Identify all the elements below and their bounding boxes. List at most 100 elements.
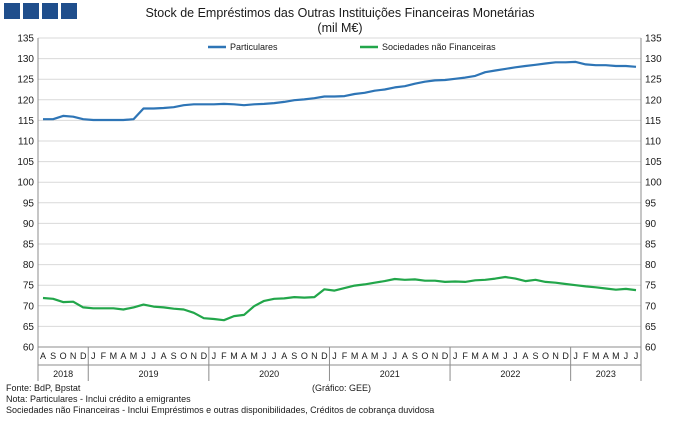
x-tick-label-year: 2018 — [53, 369, 73, 379]
x-tick-label-month: N — [432, 351, 439, 361]
x-tick-label-month: A — [120, 351, 126, 361]
y-tick-label-right: 110 — [645, 137, 661, 148]
x-tick-label-month: F — [342, 351, 348, 361]
x-tick-label-month: A — [522, 351, 528, 361]
x-tick-label-year: 2022 — [500, 369, 520, 379]
y-tick-label-left: 115 — [18, 116, 34, 127]
x-tick-label-month: S — [291, 351, 297, 361]
logo-block — [23, 3, 39, 19]
x-tick-label-month: A — [40, 351, 46, 361]
y-tick-label-right: 85 — [645, 240, 657, 251]
y-tick-label-left: 70 — [23, 301, 35, 312]
source-note: Fonte: BdP, Bpstat — [6, 383, 81, 393]
logo-block — [4, 3, 20, 19]
legend-label: Sociedades não Financeiras — [382, 42, 496, 52]
x-tick-label-month: F — [101, 351, 107, 361]
y-tick-label-left: 90 — [23, 219, 35, 230]
y-tick-label-left: 135 — [17, 34, 34, 45]
y-tick-label-right: 70 — [645, 301, 657, 312]
x-tick-label-month: A — [482, 351, 488, 361]
y-tick-label-left: 85 — [23, 240, 35, 251]
x-tick-label-month: S — [171, 351, 177, 361]
x-tick-label-month: A — [281, 351, 287, 361]
x-tick-label-month: N — [191, 351, 198, 361]
x-tick-label-month: J — [272, 351, 277, 361]
y-tick-label-right: 125 — [645, 75, 662, 86]
x-tick-label-month: J — [393, 351, 398, 361]
y-tick-label-left: 80 — [23, 260, 35, 271]
x-tick-label-month: A — [362, 351, 368, 361]
y-tick-label-left: 95 — [23, 198, 35, 209]
gee-logo — [4, 3, 77, 19]
x-tick-label-month: M — [371, 351, 379, 361]
y-tick-label-right: 100 — [645, 178, 662, 189]
note-sociedades: Sociedades não Financeiras - Inclui Empr… — [6, 405, 435, 415]
note-particulares: Nota: Particulares - Inclui crédito a em… — [6, 394, 191, 404]
x-tick-label-month: M — [250, 351, 258, 361]
x-tick-label-month: O — [301, 351, 308, 361]
x-tick-label-month: J — [573, 351, 578, 361]
y-tick-label-right: 90 — [645, 219, 657, 230]
y-tick-label-right: 80 — [645, 260, 657, 271]
x-tick-label-month: M — [592, 351, 600, 361]
y-tick-label-left: 60 — [23, 343, 35, 354]
chart-subtitle: (mil M€) — [317, 21, 363, 35]
x-tick-label-month: J — [151, 351, 156, 361]
x-tick-label-month: O — [542, 351, 549, 361]
x-tick-label-month: S — [50, 351, 56, 361]
x-tick-label-month: O — [180, 351, 187, 361]
x-tick-label-month: M — [130, 351, 138, 361]
x-tick-label-month: M — [471, 351, 479, 361]
x-tick-label-year: 2023 — [596, 369, 616, 379]
chart-credit: (Gráfico: GEE) — [312, 383, 372, 393]
x-tick-label-month: J — [513, 351, 518, 361]
x-tick-label-month: D — [80, 351, 87, 361]
logo-block — [42, 3, 58, 19]
series-line-particulares — [43, 60, 637, 122]
x-tick-label-month: A — [241, 351, 247, 361]
x-tick-label-month: M — [230, 351, 238, 361]
x-tick-label-month: J — [634, 351, 639, 361]
y-tick-label-right: 115 — [645, 116, 661, 127]
y-tick-label-left: 125 — [17, 75, 34, 86]
x-tick-label-month: J — [503, 351, 508, 361]
x-tick-label-year: 2021 — [380, 369, 400, 379]
x-tick-label-month: M — [492, 351, 500, 361]
x-tick-label-month: J — [91, 351, 96, 361]
x-tick-label-month: S — [532, 351, 538, 361]
x-tick-label-month: N — [552, 351, 559, 361]
legend-label: Particulares — [230, 42, 278, 52]
x-tick-label-month: F — [583, 351, 589, 361]
x-tick-label-month: F — [221, 351, 227, 361]
x-tick-label-month: D — [321, 351, 328, 361]
y-tick-label-right: 65 — [645, 322, 657, 333]
chart-title: Stock de Empréstimos das Outras Institui… — [145, 6, 535, 20]
y-tick-label-right: 60 — [645, 343, 657, 354]
y-tick-label-left: 65 — [23, 322, 35, 333]
x-tick-label-month: N — [311, 351, 318, 361]
logo-block — [61, 3, 77, 19]
y-tick-label-left: 120 — [17, 95, 34, 106]
y-tick-label-left: 130 — [17, 54, 34, 65]
x-tick-label-month: M — [110, 351, 118, 361]
x-tick-label-month: J — [624, 351, 629, 361]
x-tick-label-month: J — [212, 351, 217, 361]
x-tick-label-month: O — [60, 351, 67, 361]
y-tick-label-right: 120 — [645, 95, 662, 106]
x-tick-label-year: 2020 — [259, 369, 279, 379]
x-tick-label-month: A — [603, 351, 609, 361]
y-tick-label-right: 75 — [645, 281, 657, 292]
x-tick-label-month: D — [562, 351, 569, 361]
series-line-sociedades-n-o-financeiras — [42, 275, 637, 322]
y-tick-label-left: 110 — [18, 137, 34, 148]
y-tick-label-right: 95 — [645, 198, 657, 209]
x-tick-label-month: N — [70, 351, 77, 361]
x-tick-label-month: D — [201, 351, 208, 361]
x-tick-label-month: J — [453, 351, 458, 361]
x-tick-label-month: J — [262, 351, 267, 361]
x-tick-label-month: O — [421, 351, 428, 361]
x-tick-label-year: 2019 — [139, 369, 159, 379]
x-tick-label-month: D — [442, 351, 449, 361]
y-tick-label-right: 135 — [645, 34, 662, 45]
